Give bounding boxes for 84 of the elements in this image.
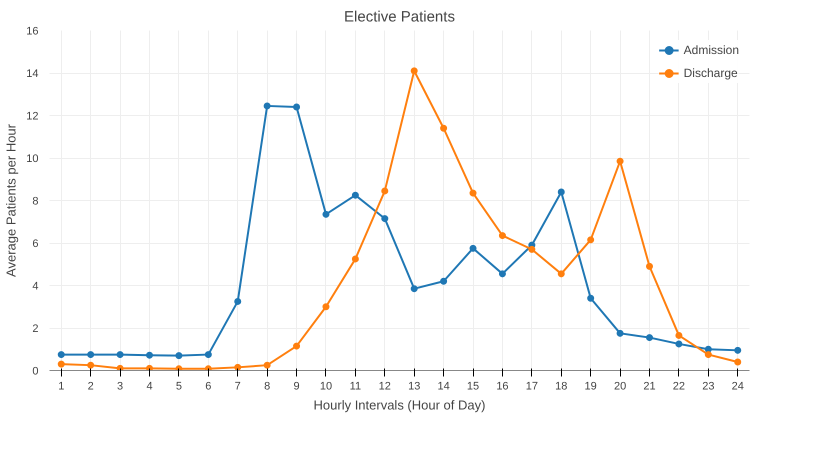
x-tick-label: 8 [264, 380, 270, 392]
legend-label: Discharge [684, 66, 738, 80]
x-tick-label: 1 [58, 380, 64, 392]
point [322, 210, 330, 218]
point [87, 351, 94, 358]
point [646, 262, 653, 270]
y-axis-title: Average Patients per Hour [3, 123, 18, 277]
point [116, 364, 124, 370]
y-tick-label: 10 [26, 153, 39, 165]
point [440, 278, 448, 285]
x-tick-label: 6 [205, 380, 212, 392]
x-tick-label: 3 [117, 380, 124, 392]
point [528, 246, 536, 253]
point [675, 340, 682, 348]
y-tick-label: 8 [32, 196, 39, 208]
point [204, 365, 212, 370]
x-axis-title: Hourly Intervals (Hour of Day) [314, 398, 486, 412]
point [616, 158, 624, 165]
point [410, 67, 418, 74]
point [646, 334, 653, 342]
point [293, 342, 300, 350]
point [146, 364, 153, 370]
y-tick-label: 4 [32, 280, 39, 292]
point [87, 362, 94, 369]
point [234, 298, 242, 305]
point [204, 351, 212, 358]
point [558, 188, 565, 196]
x-tick-label: 11 [350, 380, 362, 392]
y-tick-label: 14 [26, 68, 39, 80]
point [146, 352, 153, 359]
y-tick-label: 2 [32, 323, 39, 335]
x-tick-label: 9 [294, 380, 300, 392]
point [234, 364, 242, 370]
point [587, 294, 594, 302]
point [440, 124, 448, 132]
point [381, 215, 388, 222]
point [704, 351, 712, 358]
point [410, 285, 418, 292]
y-tick-label: 6 [32, 238, 39, 250]
point [264, 362, 271, 369]
point [734, 346, 742, 354]
x-tick-label: 4 [146, 380, 153, 392]
x-tick-label: 2 [88, 380, 94, 392]
point [293, 104, 300, 110]
point [616, 330, 624, 337]
x-tick-label: 21 [643, 380, 656, 392]
x-tick-label: 17 [526, 380, 538, 392]
y-tick-label: 0 [32, 366, 39, 378]
point [352, 192, 359, 199]
x-tick-label: 5 [176, 380, 182, 392]
x-tick-label: 13 [408, 380, 420, 392]
x-tick-label: 15 [466, 380, 480, 392]
point [58, 360, 65, 368]
x-tick-label: 22 [672, 380, 686, 392]
point [381, 187, 388, 194]
x-tick-label: 23 [702, 380, 714, 392]
chart-title: Elective Patients [344, 8, 455, 26]
point [58, 351, 65, 358]
x-tick-label: 14 [438, 380, 450, 392]
x-tick-label: 16 [496, 380, 509, 392]
y-tick-label: 16 [26, 26, 39, 38]
x-tick-label: 10 [320, 380, 332, 392]
point [675, 332, 682, 339]
point [264, 102, 271, 110]
x-tick-label: 18 [555, 380, 568, 392]
point [498, 232, 506, 240]
point [470, 244, 477, 252]
x-tick-label: 24 [732, 380, 744, 392]
point [470, 190, 477, 197]
x-tick-label: 20 [614, 380, 626, 392]
x-tick-label: 7 [234, 380, 241, 392]
point [116, 351, 124, 358]
x-tick-label: 19 [584, 380, 597, 392]
x-tick-label: 12 [378, 380, 391, 392]
point [587, 236, 594, 244]
point [734, 358, 742, 366]
point [498, 270, 506, 278]
point [322, 303, 330, 310]
point [352, 255, 359, 262]
point [175, 365, 182, 370]
legend-label: Admission [684, 43, 739, 57]
y-tick-label: 12 [26, 110, 39, 122]
point [175, 352, 182, 360]
point [558, 270, 565, 278]
